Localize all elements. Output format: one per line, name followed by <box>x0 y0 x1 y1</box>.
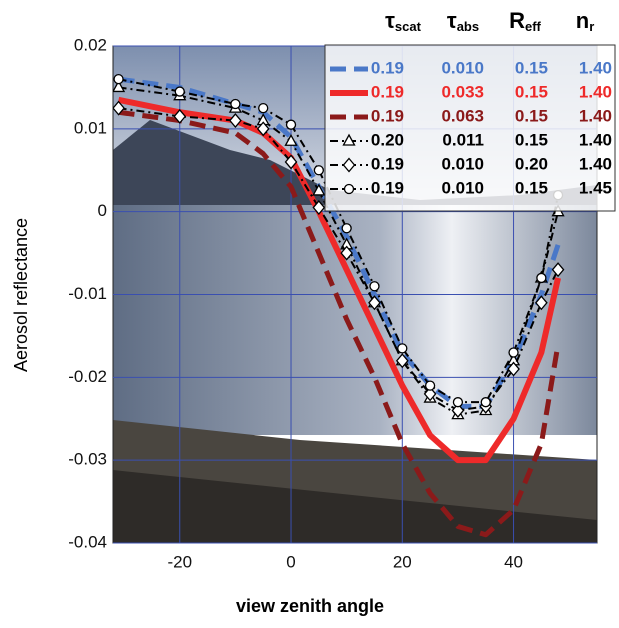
y-tick-label: -0.01 <box>68 284 107 303</box>
marker <box>285 119 297 130</box>
x-tick-label: 0 <box>286 552 295 571</box>
series-line <box>118 109 561 538</box>
legend-value: 0.19 <box>371 178 404 197</box>
legend-value: 0.011 <box>442 130 484 149</box>
marker <box>397 343 408 354</box>
x-tick-label: 20 <box>393 552 412 571</box>
series-line <box>118 76 561 409</box>
legend-value: 0.063 <box>441 106 484 125</box>
series-line <box>118 107 559 412</box>
legend-header: τscat <box>385 8 422 35</box>
marker <box>312 200 326 216</box>
legend-header: nr <box>576 8 595 35</box>
marker <box>174 86 185 97</box>
y-tick-label: 0.01 <box>74 118 107 137</box>
legend-value: 0.15 <box>515 178 548 197</box>
legend-value: 1.45 <box>579 178 612 197</box>
legend-value: 1.40 <box>579 106 612 125</box>
marker <box>507 361 520 377</box>
legend-value: 0.15 <box>515 58 548 77</box>
legend-value: 0.19 <box>371 58 404 77</box>
marker <box>258 102 269 114</box>
y-tick-label: 0 <box>98 201 107 220</box>
legend-value: 0.15 <box>515 130 548 149</box>
marker <box>173 108 187 124</box>
legend-value: 0.033 <box>441 82 484 101</box>
legend-value: 0.010 <box>441 58 484 77</box>
y-tick-label: -0.04 <box>68 532 107 551</box>
marker <box>256 121 270 137</box>
marker <box>229 113 242 129</box>
marker <box>452 397 464 408</box>
marker <box>113 100 125 116</box>
marker <box>343 183 355 195</box>
y-tick-label: -0.03 <box>68 450 107 469</box>
marker <box>284 133 298 146</box>
y-axis-label: Aerosol reflectance <box>11 218 31 372</box>
marker <box>536 272 547 284</box>
x-axis-label: view zenith angle <box>236 596 384 616</box>
marker <box>423 386 437 402</box>
legend-value: 0.010 <box>441 154 484 173</box>
legend-value: 0.20 <box>515 154 548 173</box>
legend-value: 1.40 <box>579 154 612 173</box>
marker <box>424 380 436 391</box>
marker <box>342 157 356 173</box>
legend-value: 1.40 <box>579 82 612 101</box>
legend-value: 0.19 <box>371 154 404 173</box>
marker <box>535 295 548 311</box>
marker <box>113 80 126 93</box>
marker <box>340 245 354 261</box>
marker <box>342 133 356 146</box>
x-tick-label: 40 <box>504 552 523 571</box>
series-line <box>117 96 561 464</box>
marker <box>284 154 298 170</box>
marker <box>313 165 324 176</box>
legend-header: τabs <box>447 8 479 35</box>
legend-box <box>324 44 616 212</box>
marker <box>312 183 326 196</box>
marker <box>395 353 409 369</box>
legend-value: 0.19 <box>371 106 404 125</box>
legend-value: 1.40 <box>579 58 612 77</box>
y-tick-label: -0.02 <box>68 367 107 386</box>
marker <box>480 397 491 408</box>
marker <box>113 73 124 85</box>
marker <box>368 295 381 311</box>
marker <box>551 262 565 278</box>
marker <box>341 223 352 234</box>
legend-value: 0.010 <box>441 178 484 197</box>
legend-value: 0.20 <box>371 130 404 149</box>
legend-header: Reff <box>509 8 541 35</box>
legend-value: 0.15 <box>515 106 548 125</box>
legend-value: 1.40 <box>579 130 612 149</box>
marker <box>451 402 465 418</box>
x-tick-label: -20 <box>167 552 192 571</box>
marker <box>369 281 380 292</box>
y-tick-label: 0.02 <box>74 35 107 54</box>
legend-value: 0.15 <box>515 82 548 101</box>
marker <box>230 98 241 110</box>
marker <box>508 347 519 358</box>
legend-value: 0.19 <box>371 82 404 101</box>
